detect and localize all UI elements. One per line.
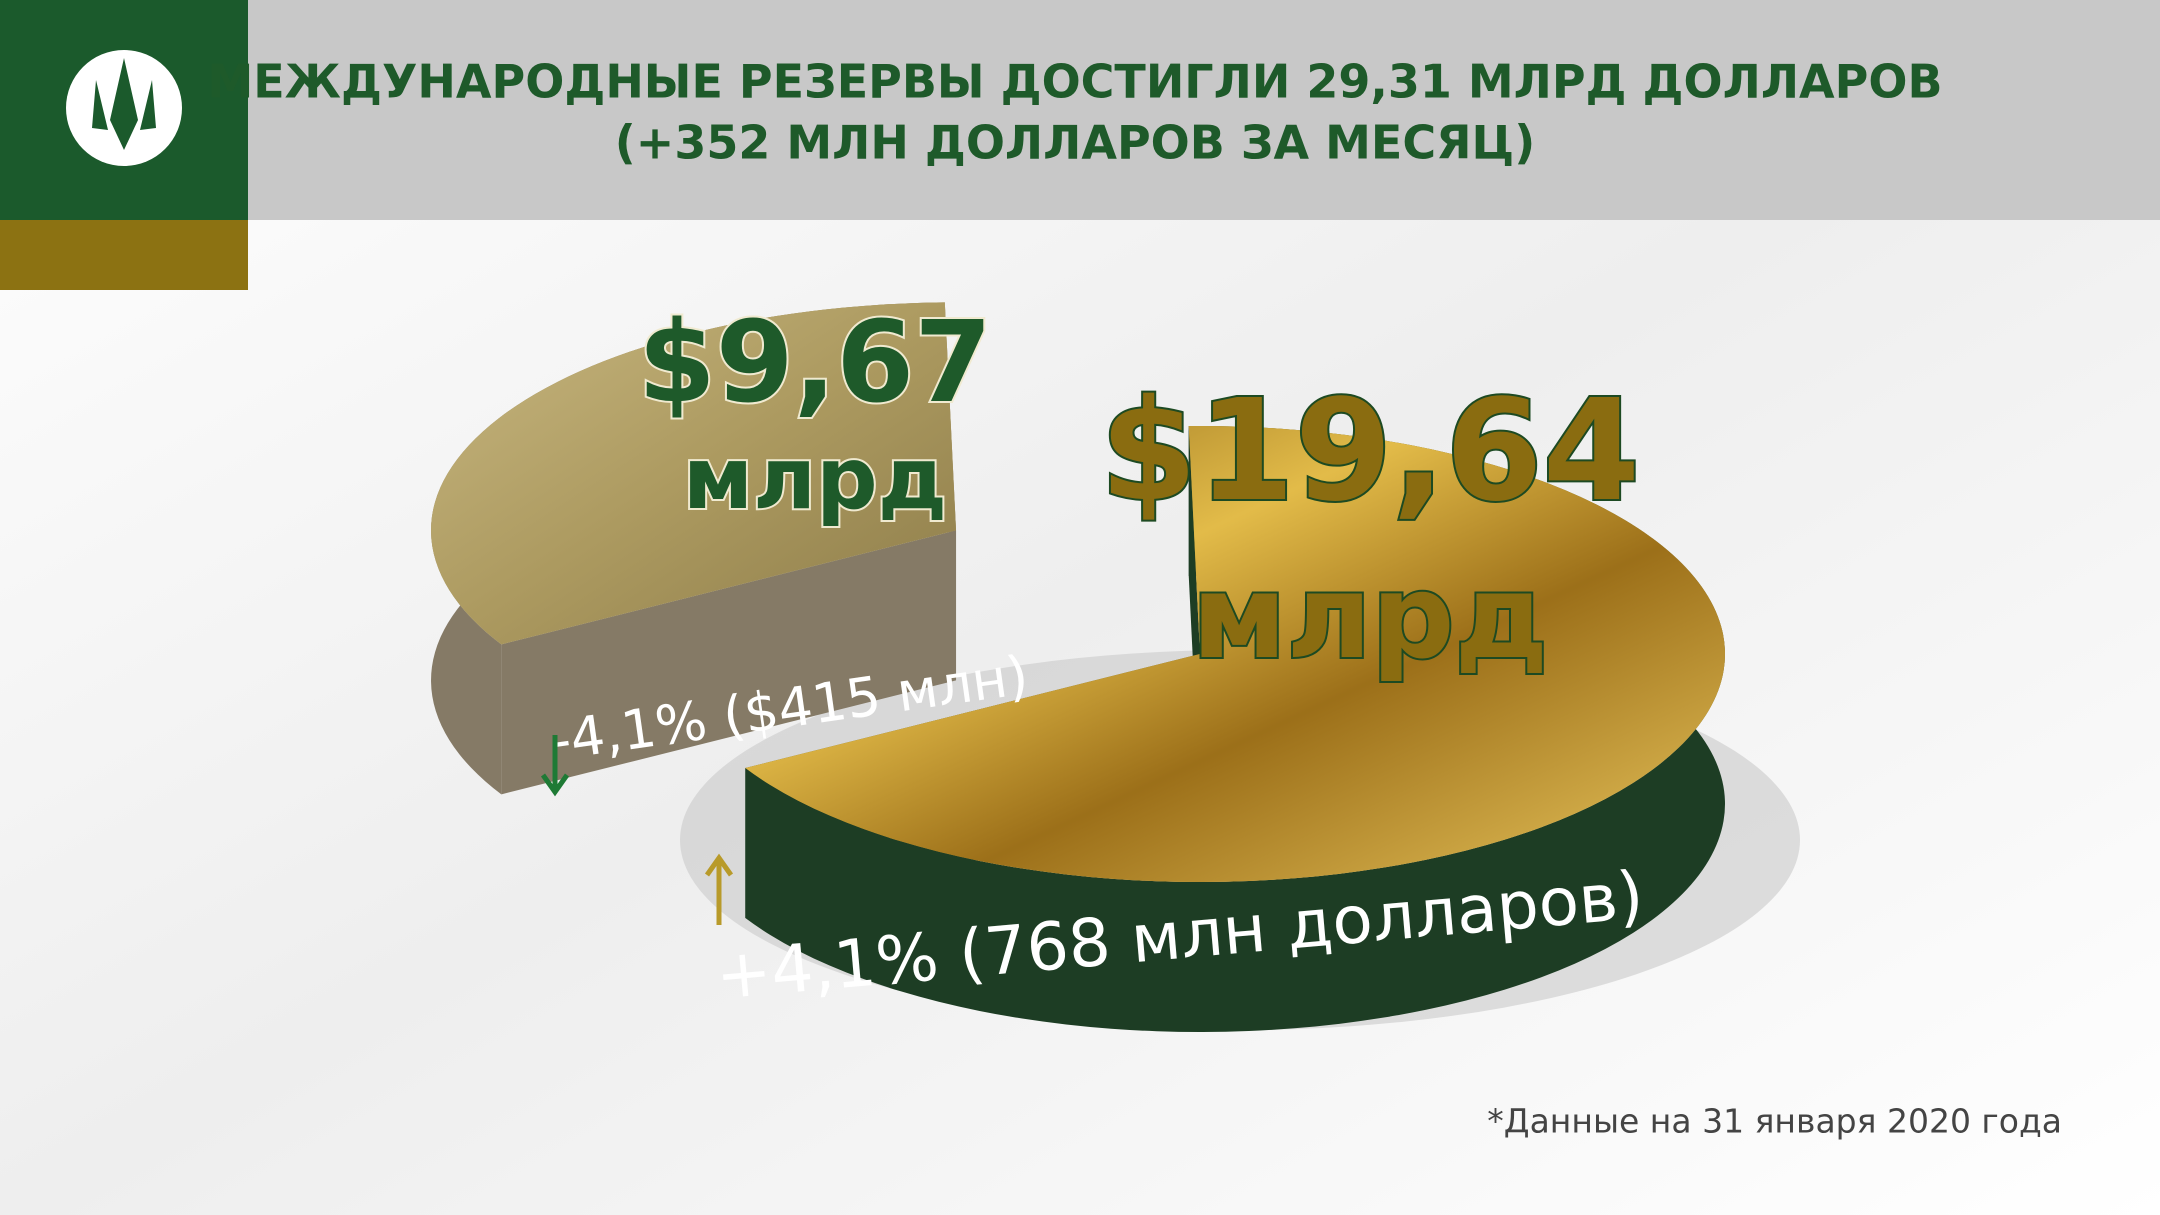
down-arrow: [540, 735, 570, 797]
logo: [66, 50, 182, 166]
slice-texture: [745, 426, 1725, 882]
up-arrow: [704, 853, 734, 925]
slice-texture: [431, 302, 957, 645]
header-band: [0, 0, 2160, 220]
slice-group: [745, 426, 1725, 1032]
value-label: $19,64 млрд: [1100, 370, 1640, 685]
pie: [431, 302, 1725, 1032]
slice-group: [431, 302, 957, 795]
footnote: *Данные на 31 января 2020 года: [1487, 1102, 2062, 1141]
gold-strip: [0, 220, 248, 290]
value-label: $9,67 млрд: [638, 298, 992, 530]
subtitle: (+352 МЛН ДОЛЛАРОВ ЗА МЕСЯЦ): [615, 116, 1535, 170]
title: МЕЖДУНАРОДНЫЕ РЕЗЕРВЫ ДОСТИГЛИ 29,31 МЛР…: [207, 55, 1942, 109]
slice-side: [501, 530, 957, 795]
